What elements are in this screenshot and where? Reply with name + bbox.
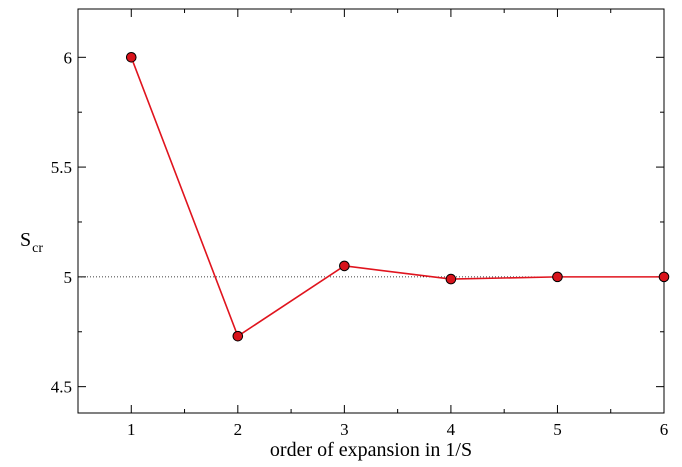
y-tick-label: 5.5	[51, 158, 72, 177]
y-axis-label-main: S	[20, 229, 31, 251]
y-tick-label: 6	[64, 48, 73, 67]
series-line	[130, 57, 664, 338]
y-tick-label: 5	[64, 268, 73, 287]
x-tick-label: 6	[660, 420, 669, 439]
data-point	[552, 271, 563, 283]
data-point	[658, 271, 670, 283]
x-tick-label: 1	[127, 420, 136, 439]
data-point	[445, 273, 457, 285]
plot-frame	[77, 8, 665, 414]
data-point	[232, 330, 244, 342]
x-axis-label: order of expansion in 1/S	[270, 439, 472, 461]
x-tick-label: 3	[340, 420, 349, 439]
x-tick-label: 4	[447, 420, 456, 439]
y-axis-label: Scr	[20, 229, 43, 256]
data-point	[125, 52, 137, 63]
x-tick-label: 2	[234, 420, 243, 439]
data-point	[339, 260, 350, 272]
y-axis-label-sub: cr	[32, 241, 43, 256]
y-tick-label: 4.5	[51, 378, 72, 397]
x-tick-label: 5	[553, 420, 562, 439]
